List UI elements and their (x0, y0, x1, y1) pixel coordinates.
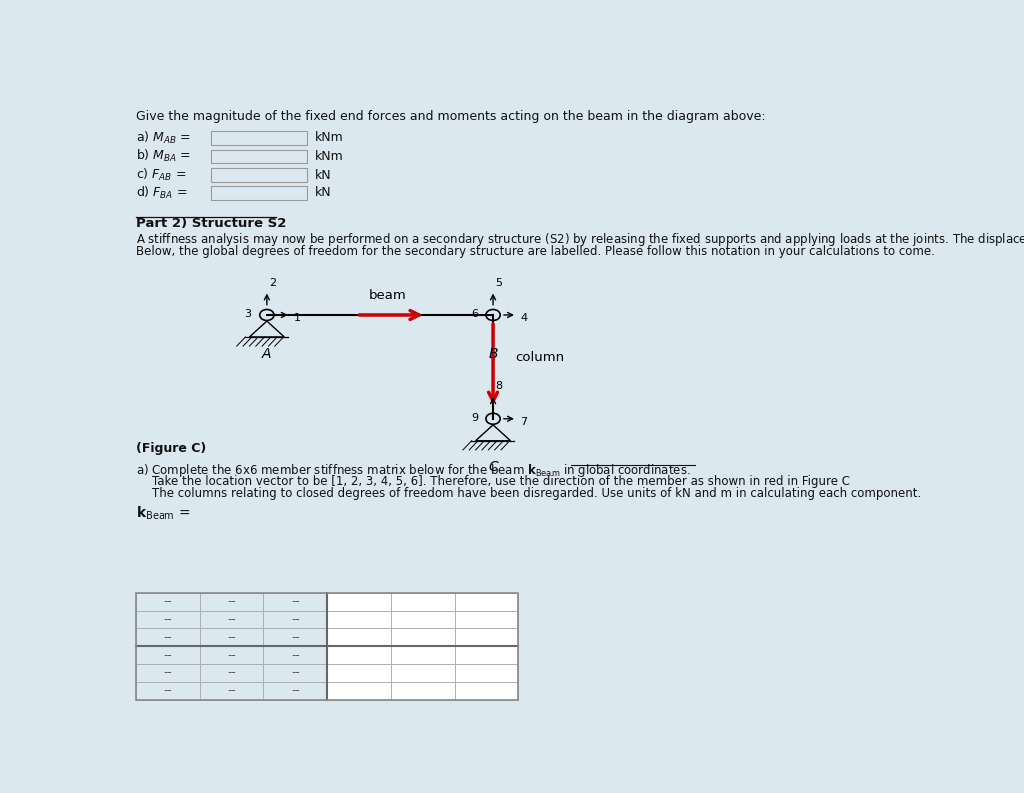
Text: The columns relating to closed degrees of freedom have been disregarded. Use uni: The columns relating to closed degrees o… (152, 487, 921, 500)
Text: --: -- (291, 596, 300, 608)
Text: d) $F_{BA}$ =: d) $F_{BA}$ = (136, 185, 187, 201)
Text: Give the magnitude of the fixed end forces and moments acting on the beam in the: Give the magnitude of the fixed end forc… (136, 110, 766, 124)
FancyBboxPatch shape (455, 682, 518, 699)
Text: --: -- (291, 649, 300, 661)
FancyBboxPatch shape (263, 646, 328, 664)
Text: kNm: kNm (314, 150, 343, 163)
FancyBboxPatch shape (391, 646, 455, 664)
FancyBboxPatch shape (263, 664, 328, 682)
Text: kN: kN (314, 169, 331, 182)
FancyBboxPatch shape (391, 611, 455, 628)
Text: --: -- (227, 613, 236, 626)
FancyBboxPatch shape (136, 593, 200, 611)
Text: 1: 1 (294, 313, 301, 323)
FancyBboxPatch shape (455, 611, 518, 628)
FancyBboxPatch shape (136, 628, 200, 646)
Text: c) $F_{AB}$ =: c) $F_{AB}$ = (136, 167, 186, 183)
Text: 8: 8 (496, 381, 503, 391)
FancyBboxPatch shape (200, 611, 263, 628)
Text: Below, the global degrees of freedom for the secondary structure are labelled. P: Below, the global degrees of freedom for… (136, 245, 935, 259)
FancyBboxPatch shape (455, 593, 518, 611)
Text: --: -- (164, 596, 172, 608)
FancyBboxPatch shape (200, 646, 263, 664)
Text: --: -- (164, 613, 172, 626)
FancyBboxPatch shape (455, 664, 518, 682)
Text: --: -- (291, 613, 300, 626)
FancyBboxPatch shape (328, 611, 391, 628)
Text: A stiffness analysis may now be performed on a secondary structure (S2) by relea: A stiffness analysis may now be performe… (136, 231, 1024, 247)
FancyBboxPatch shape (211, 168, 306, 182)
Text: 4: 4 (520, 313, 527, 323)
Text: 9: 9 (471, 412, 478, 423)
Text: C: C (488, 460, 498, 474)
FancyBboxPatch shape (328, 628, 391, 646)
Text: A: A (262, 347, 271, 361)
FancyBboxPatch shape (263, 611, 328, 628)
Text: kN: kN (314, 186, 331, 199)
FancyBboxPatch shape (136, 682, 200, 699)
FancyBboxPatch shape (200, 664, 263, 682)
FancyBboxPatch shape (263, 628, 328, 646)
Text: --: -- (227, 684, 236, 697)
Text: B: B (488, 347, 498, 361)
FancyBboxPatch shape (455, 628, 518, 646)
Text: --: -- (291, 666, 300, 680)
Text: --: -- (164, 666, 172, 680)
Text: a) $M_{AB}$ =: a) $M_{AB}$ = (136, 130, 190, 146)
Text: kNm: kNm (314, 132, 343, 144)
FancyBboxPatch shape (263, 682, 328, 699)
Text: --: -- (164, 649, 172, 661)
FancyBboxPatch shape (211, 131, 306, 144)
Text: (Figure C): (Figure C) (136, 442, 206, 455)
Text: $\mathbf{k}_{\mathrm{Beam}}$ =: $\mathbf{k}_{\mathrm{Beam}}$ = (136, 504, 190, 522)
FancyBboxPatch shape (136, 664, 200, 682)
Text: --: -- (291, 684, 300, 697)
Text: --: -- (164, 684, 172, 697)
Text: --: -- (227, 666, 236, 680)
Text: --: -- (227, 596, 236, 608)
Text: Take the location vector to be [1, 2, 3, 4, 5, 6]. Therefore, use the direction : Take the location vector to be [1, 2, 3,… (152, 475, 850, 488)
FancyBboxPatch shape (391, 593, 455, 611)
FancyBboxPatch shape (328, 682, 391, 699)
FancyBboxPatch shape (328, 664, 391, 682)
Text: b) $M_{BA}$ =: b) $M_{BA}$ = (136, 148, 191, 164)
Text: --: -- (291, 630, 300, 644)
Text: Part 2) Structure S2: Part 2) Structure S2 (136, 217, 287, 230)
FancyBboxPatch shape (455, 646, 518, 664)
FancyBboxPatch shape (263, 593, 328, 611)
Text: 5: 5 (496, 278, 503, 288)
Text: 2: 2 (269, 278, 276, 288)
Text: a) Complete the 6x6 member stiffness matrix below for the beam $\mathbf{k}_{\mat: a) Complete the 6x6 member stiffness mat… (136, 462, 690, 478)
Text: --: -- (227, 649, 236, 661)
Text: 7: 7 (520, 417, 527, 427)
FancyBboxPatch shape (136, 611, 200, 628)
FancyBboxPatch shape (328, 593, 391, 611)
FancyBboxPatch shape (200, 593, 263, 611)
FancyBboxPatch shape (136, 646, 200, 664)
Text: --: -- (164, 630, 172, 644)
Text: 6: 6 (471, 308, 478, 319)
FancyBboxPatch shape (211, 186, 306, 200)
Text: 3: 3 (245, 308, 252, 319)
Text: column: column (515, 351, 564, 364)
Text: --: -- (227, 630, 236, 644)
FancyBboxPatch shape (391, 664, 455, 682)
FancyBboxPatch shape (200, 628, 263, 646)
FancyBboxPatch shape (391, 628, 455, 646)
FancyBboxPatch shape (328, 646, 391, 664)
Text: beam: beam (369, 289, 407, 301)
FancyBboxPatch shape (211, 150, 306, 163)
FancyBboxPatch shape (391, 682, 455, 699)
FancyBboxPatch shape (200, 682, 263, 699)
